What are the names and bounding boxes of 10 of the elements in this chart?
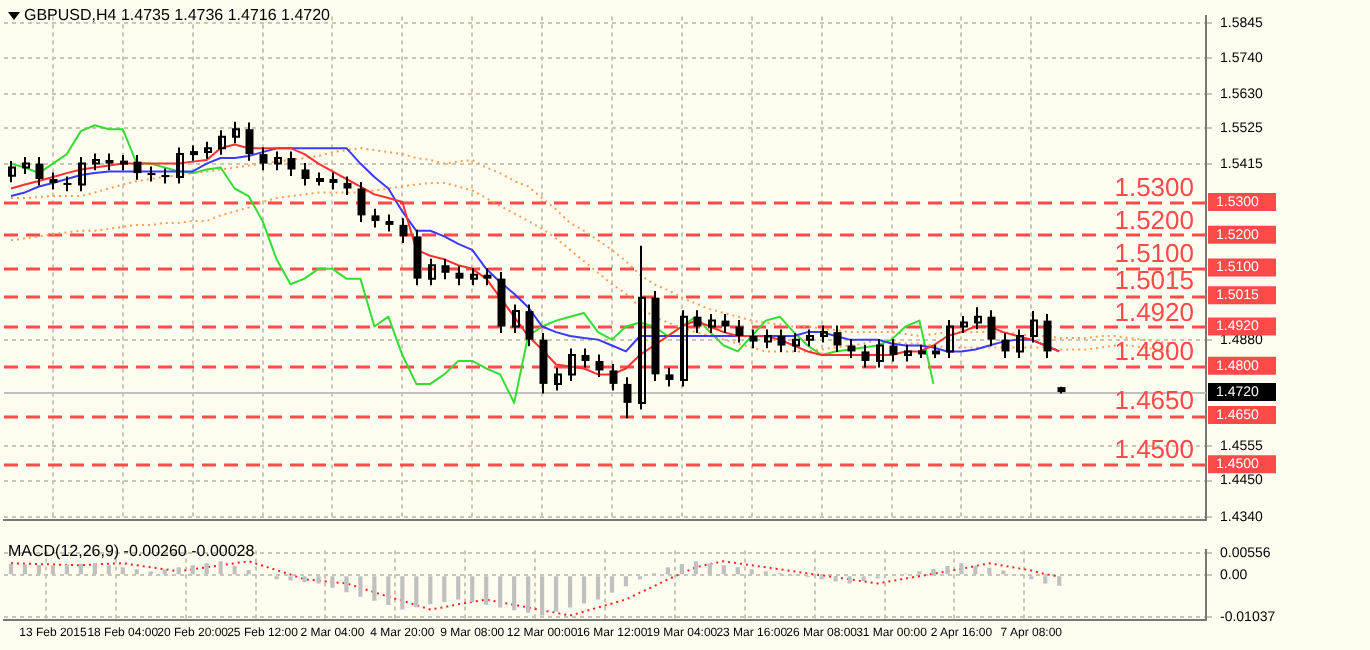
chart-title: MACD(12,26,9) -0.00260 -0.00028: [8, 542, 255, 560]
ref-line-label: 1.4500: [1114, 434, 1194, 465]
ref-line-label: 1.4920: [1114, 296, 1194, 327]
ref-line-label: 1.5300: [1114, 171, 1194, 202]
chart-title: GBPUSD,H4 1.4735 1.4736 1.4716 1.4720: [24, 6, 330, 24]
ref-line-label: 1.4650: [1114, 385, 1194, 416]
ref-line-label: 1.4800: [1114, 335, 1194, 366]
ref-line-label: 1.5015: [1114, 265, 1194, 296]
ref-line-label: 1.5100: [1114, 237, 1194, 268]
ref-line-label: 1.5200: [1114, 204, 1194, 235]
